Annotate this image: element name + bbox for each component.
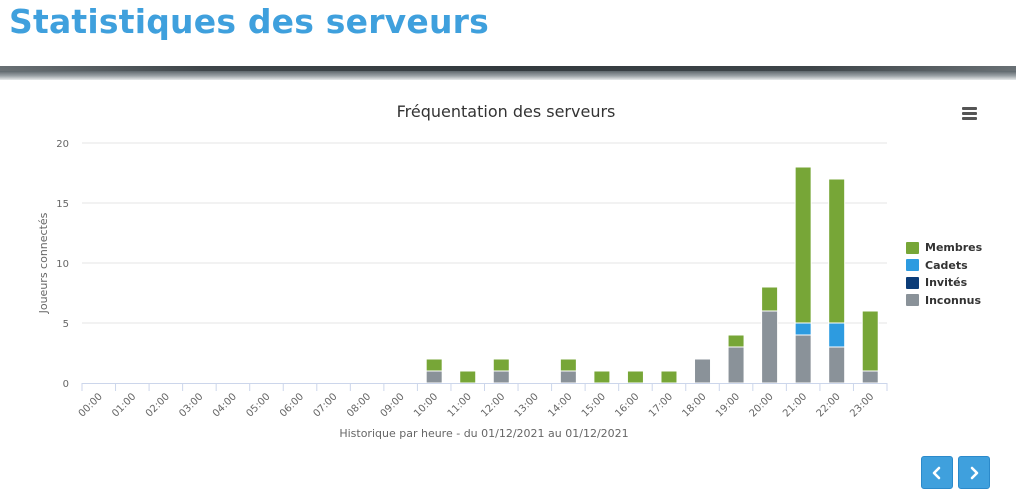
x-tick-label: 11:00 (446, 391, 474, 419)
x-tick-label: 23:00 (848, 391, 876, 419)
bar-segment (459, 370, 477, 384)
bar-segment (828, 178, 846, 324)
x-tick-label: 03:00 (177, 391, 205, 419)
hamburger-menu-icon[interactable] (962, 106, 980, 122)
chart-title: Fréquentation des serveurs (397, 102, 616, 121)
chart-svg: 0 5 10 15 20 00:00 01:00 02:00 03:00 04:00 05:00 06… (37, 102, 888, 440)
x-tick-label: 21:00 (781, 391, 809, 419)
previous-button[interactable] (921, 456, 953, 489)
x-tick-label: 15:00 (580, 391, 608, 419)
legend-swatch-cadets (906, 259, 919, 272)
x-tick-label: 17:00 (647, 391, 675, 419)
x-tick-label: 22:00 (815, 391, 843, 419)
grid-layer (82, 142, 887, 324)
bar-segment (828, 346, 846, 384)
y-tick-label: 5 (63, 319, 69, 330)
bar-segment (492, 370, 510, 384)
bar-segment (425, 358, 443, 372)
x-tick-label: 18:00 (680, 391, 708, 419)
y-tick-label: 0 (63, 379, 69, 390)
legend-item-invites[interactable]: Invités (906, 274, 982, 292)
legend-swatch-invites (906, 276, 919, 289)
x-tick-label: 00:00 (77, 391, 105, 419)
header-shadow-bar (0, 66, 1016, 80)
chevron-right-icon (970, 466, 979, 479)
chevron-left-icon (932, 466, 941, 479)
x-axis-title: Historique par heure - du 01/12/2021 au … (339, 427, 628, 440)
page-title: Statistiques des serveurs (9, 2, 489, 41)
bar-segment (727, 346, 745, 384)
chart-container: 0 5 10 15 20 00:00 01:00 02:00 03:00 04:00 05:00 06… (0, 80, 1016, 503)
bar-segment (492, 358, 510, 372)
y-tick-label: 10 (56, 259, 69, 270)
x-tick-label: 10:00 (412, 391, 440, 419)
x-tick-label: 09:00 (379, 391, 407, 419)
bar-segment (794, 334, 812, 384)
legend-swatch-membres (906, 241, 919, 254)
bar-segment (761, 286, 779, 312)
legend-item-membres[interactable]: Membres (906, 239, 982, 257)
bar-segment (794, 166, 812, 324)
bar-segment (727, 334, 745, 348)
bar-segment (794, 322, 812, 336)
y-axis-title: Joueurs connectés (37, 212, 50, 314)
bar-segment (425, 370, 443, 384)
bar-segment (861, 370, 879, 384)
x-tick-label: 08:00 (345, 391, 373, 419)
x-tick-label: 01:00 (110, 391, 138, 419)
page-header: Statistiques des serveurs (0, 0, 1016, 66)
x-tick-label: 12:00 (479, 391, 507, 419)
legend-label: Cadets (925, 258, 968, 272)
bar-segment (828, 322, 846, 348)
x-tick-label: 04:00 (211, 391, 239, 419)
x-tick-label: 16:00 (613, 391, 641, 419)
legend-label: Invités (925, 276, 968, 290)
x-tick-label: 14:00 (546, 391, 574, 419)
chart-legend: Membres Cadets Invités Inconnus (906, 239, 982, 309)
y-tick-label: 20 (56, 139, 69, 150)
x-tick-label: 20:00 (748, 391, 776, 419)
legend-label: Inconnus (925, 293, 982, 307)
bar-segment (593, 370, 611, 384)
bar-segment (660, 370, 678, 384)
x-tick-label: 07:00 (312, 391, 340, 419)
legend-item-inconnus[interactable]: Inconnus (906, 292, 982, 310)
bar-segment (861, 310, 879, 372)
x-tick-label: 02:00 (144, 391, 172, 419)
bar-layer (425, 166, 879, 384)
x-tick-label: 06:00 (278, 391, 306, 419)
legend-item-cadets[interactable]: Cadets (906, 257, 982, 275)
bar-segment (694, 358, 712, 384)
y-tick-label: 15 (56, 199, 69, 210)
x-tick-label: 05:00 (244, 391, 272, 419)
legend-swatch-inconnus (906, 294, 919, 307)
next-button[interactable] (958, 456, 990, 489)
x-tick-label: 13:00 (513, 391, 541, 419)
bar-segment (761, 310, 779, 384)
legend-label: Membres (925, 241, 983, 255)
bar-segment (626, 370, 644, 384)
bar-segment (559, 370, 577, 384)
x-tick-label: 19:00 (714, 391, 742, 419)
bar-segment (559, 358, 577, 372)
